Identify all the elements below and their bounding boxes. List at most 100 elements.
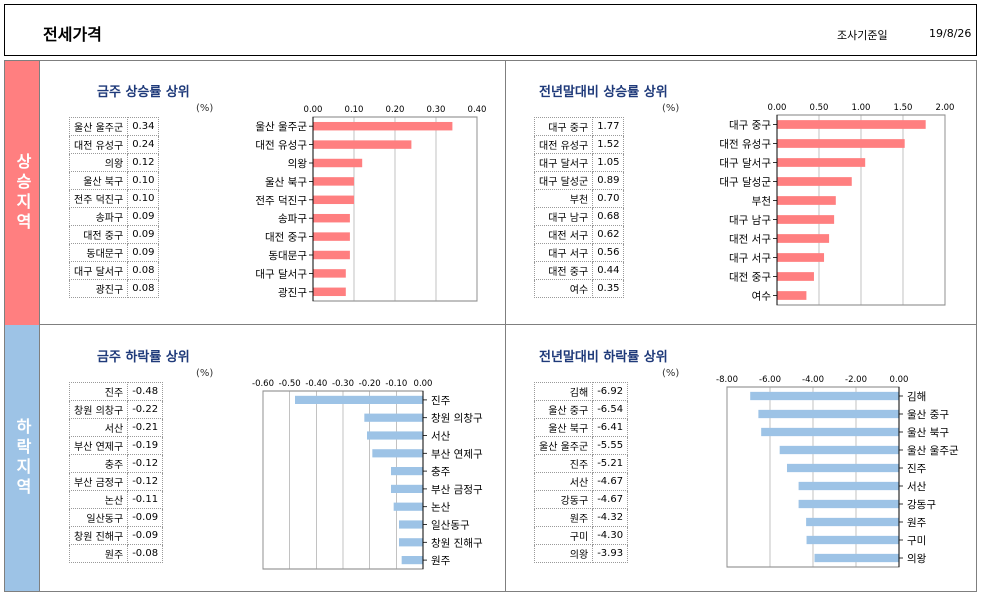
category-label: 대전 유성구: [719, 139, 771, 151]
tick-label: 1.50: [894, 103, 913, 113]
bar: [313, 250, 350, 260]
unit-label: (%): [662, 103, 680, 114]
tick-label: -0.30: [332, 379, 354, 389]
unit-label: (%): [662, 368, 680, 379]
rate-value: 0.09: [127, 243, 160, 262]
bar: [313, 140, 412, 149]
region-name: 서산: [533, 472, 594, 491]
bar: [761, 427, 899, 437]
table-row: 대구 달서구 0.08: [68, 261, 160, 280]
bar: [313, 269, 346, 278]
category-label: 김해: [907, 390, 926, 403]
category-label: 대구 남구: [729, 215, 771, 227]
bar: [313, 287, 346, 297]
table-row: 김해 -6.92: [533, 382, 629, 401]
category-label: 충주: [431, 466, 451, 478]
category-label: 부산 연제구: [431, 448, 483, 460]
region-name: 광진구: [68, 279, 129, 298]
table-row: 울산 울주군 -5.55: [533, 436, 629, 455]
category-label: 대구 달성군: [719, 177, 771, 189]
region-name: 대구 중구: [533, 117, 594, 136]
rate-value: -0.22: [127, 400, 164, 419]
region-name: 대전 유성구: [68, 135, 129, 154]
category-label: 대전 중구: [265, 232, 307, 244]
bar: [806, 517, 899, 527]
bar: [313, 121, 453, 131]
table-row: 부산 연제구 -0.19: [68, 436, 164, 455]
table-row: 충주 -0.12: [68, 454, 164, 473]
rate-value: 0.09: [127, 225, 160, 244]
tick-label: 0.40: [468, 105, 487, 115]
category-label: 울산 북구: [265, 176, 307, 188]
category-label: 구미: [907, 535, 926, 547]
region-name: 울산 중구: [533, 400, 594, 419]
category-label: 동대문구: [268, 250, 307, 262]
region-name: 대전 중구: [533, 261, 594, 280]
tick-label: 2.00: [936, 103, 955, 113]
bar: [777, 272, 814, 281]
table-row: 창원 의창구 -0.22: [68, 400, 164, 419]
panel-title: 전년말대비 상승률 상위: [539, 85, 668, 100]
region-name: 진주: [68, 382, 129, 401]
panel-title: 금주 상승률 상위: [97, 85, 190, 100]
table-row: 울산 북구 -6.41: [533, 418, 629, 437]
bar: [777, 253, 825, 262]
table-row: 일산동구 -0.09: [68, 508, 164, 527]
table-row: 대전 중구 0.44: [533, 261, 625, 280]
bar: [401, 556, 423, 565]
rate-value: 0.34: [127, 117, 160, 136]
rate-value: 0.35: [592, 279, 625, 298]
tick-label: -0.60: [252, 379, 274, 389]
category-label: 의왕: [907, 553, 927, 565]
category-label: 대구 달서구: [719, 158, 771, 170]
ranking-table: 진주 -0.48 창원 의창구 -0.22 서산 -0.21 부산 연제구 -0.19 충주 -0…: [68, 382, 164, 563]
region-name: 부천: [533, 189, 594, 208]
table-row: 구미 -4.30: [533, 526, 629, 545]
rate-value: -5.55: [592, 436, 629, 455]
table-row: 서산 -0.21: [68, 418, 164, 437]
ranking-table: 대구 중구 1.77 대전 유성구 1.52 대구 달서구 1.05 대구 달성군 0.89 부…: [533, 117, 625, 298]
rate-value: 1.52: [592, 135, 625, 154]
falling-region-label: 하락지역: [5, 325, 39, 591]
category-label: 강동구: [907, 499, 936, 511]
category-label: 일산동구: [431, 519, 470, 532]
table-row: 전주 덕진구 0.10: [68, 189, 160, 208]
region-name: 의왕: [68, 153, 129, 172]
bar: [313, 158, 363, 168]
rising-region-label: 상승지역: [5, 61, 39, 325]
category-label: 울산 북구: [907, 427, 949, 439]
region-name: 대전 서구: [533, 225, 594, 244]
category-label: 대구 서구: [729, 253, 771, 265]
category-label: 창원 의창구: [431, 413, 483, 425]
table-row: 대전 서구 0.62: [533, 225, 625, 244]
region-name: 대구 달서구: [68, 261, 129, 280]
bar: [777, 234, 830, 243]
region-name: 창원 진해구: [68, 526, 129, 545]
rate-value: 0.12: [127, 153, 160, 172]
bar: [777, 196, 836, 205]
bar: [758, 409, 899, 419]
region-name: 울산 울주군: [68, 117, 129, 136]
rate-value: -0.09: [127, 526, 164, 545]
bar: [777, 158, 866, 167]
category-label: 진주: [431, 395, 451, 407]
rate-value: -0.09: [127, 508, 164, 527]
rate-value: -6.54: [592, 400, 629, 419]
rate-value: 0.24: [127, 135, 160, 154]
category-label: 서산: [907, 481, 927, 493]
bar: [391, 467, 423, 476]
table-row: 서산 -4.67: [533, 472, 629, 491]
rate-value: -0.48: [127, 382, 164, 401]
rate-value: -5.21: [592, 454, 629, 473]
category-label: 울산 울주군: [255, 121, 307, 133]
rate-value: 1.05: [592, 153, 625, 172]
table-row: 의왕 0.12: [68, 153, 160, 172]
region-name: 울산 울주군: [533, 436, 594, 455]
header-bar: 전세가격 조사기준일 19/8/26: [4, 4, 977, 56]
tick-label: -2.00: [845, 375, 867, 385]
table-row: 진주 -5.21: [533, 454, 629, 473]
ranking-table: 김해 -6.92 울산 중구 -6.54 울산 북구 -6.41 울산 울주군 -5.55 진주…: [533, 382, 629, 563]
region-name: 여수: [533, 279, 594, 298]
